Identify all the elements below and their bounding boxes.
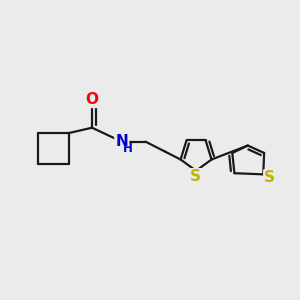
Text: O: O	[85, 92, 98, 107]
Text: N: N	[116, 134, 128, 149]
Text: H: H	[123, 142, 133, 155]
Text: S: S	[190, 169, 201, 184]
Text: S: S	[264, 170, 275, 185]
